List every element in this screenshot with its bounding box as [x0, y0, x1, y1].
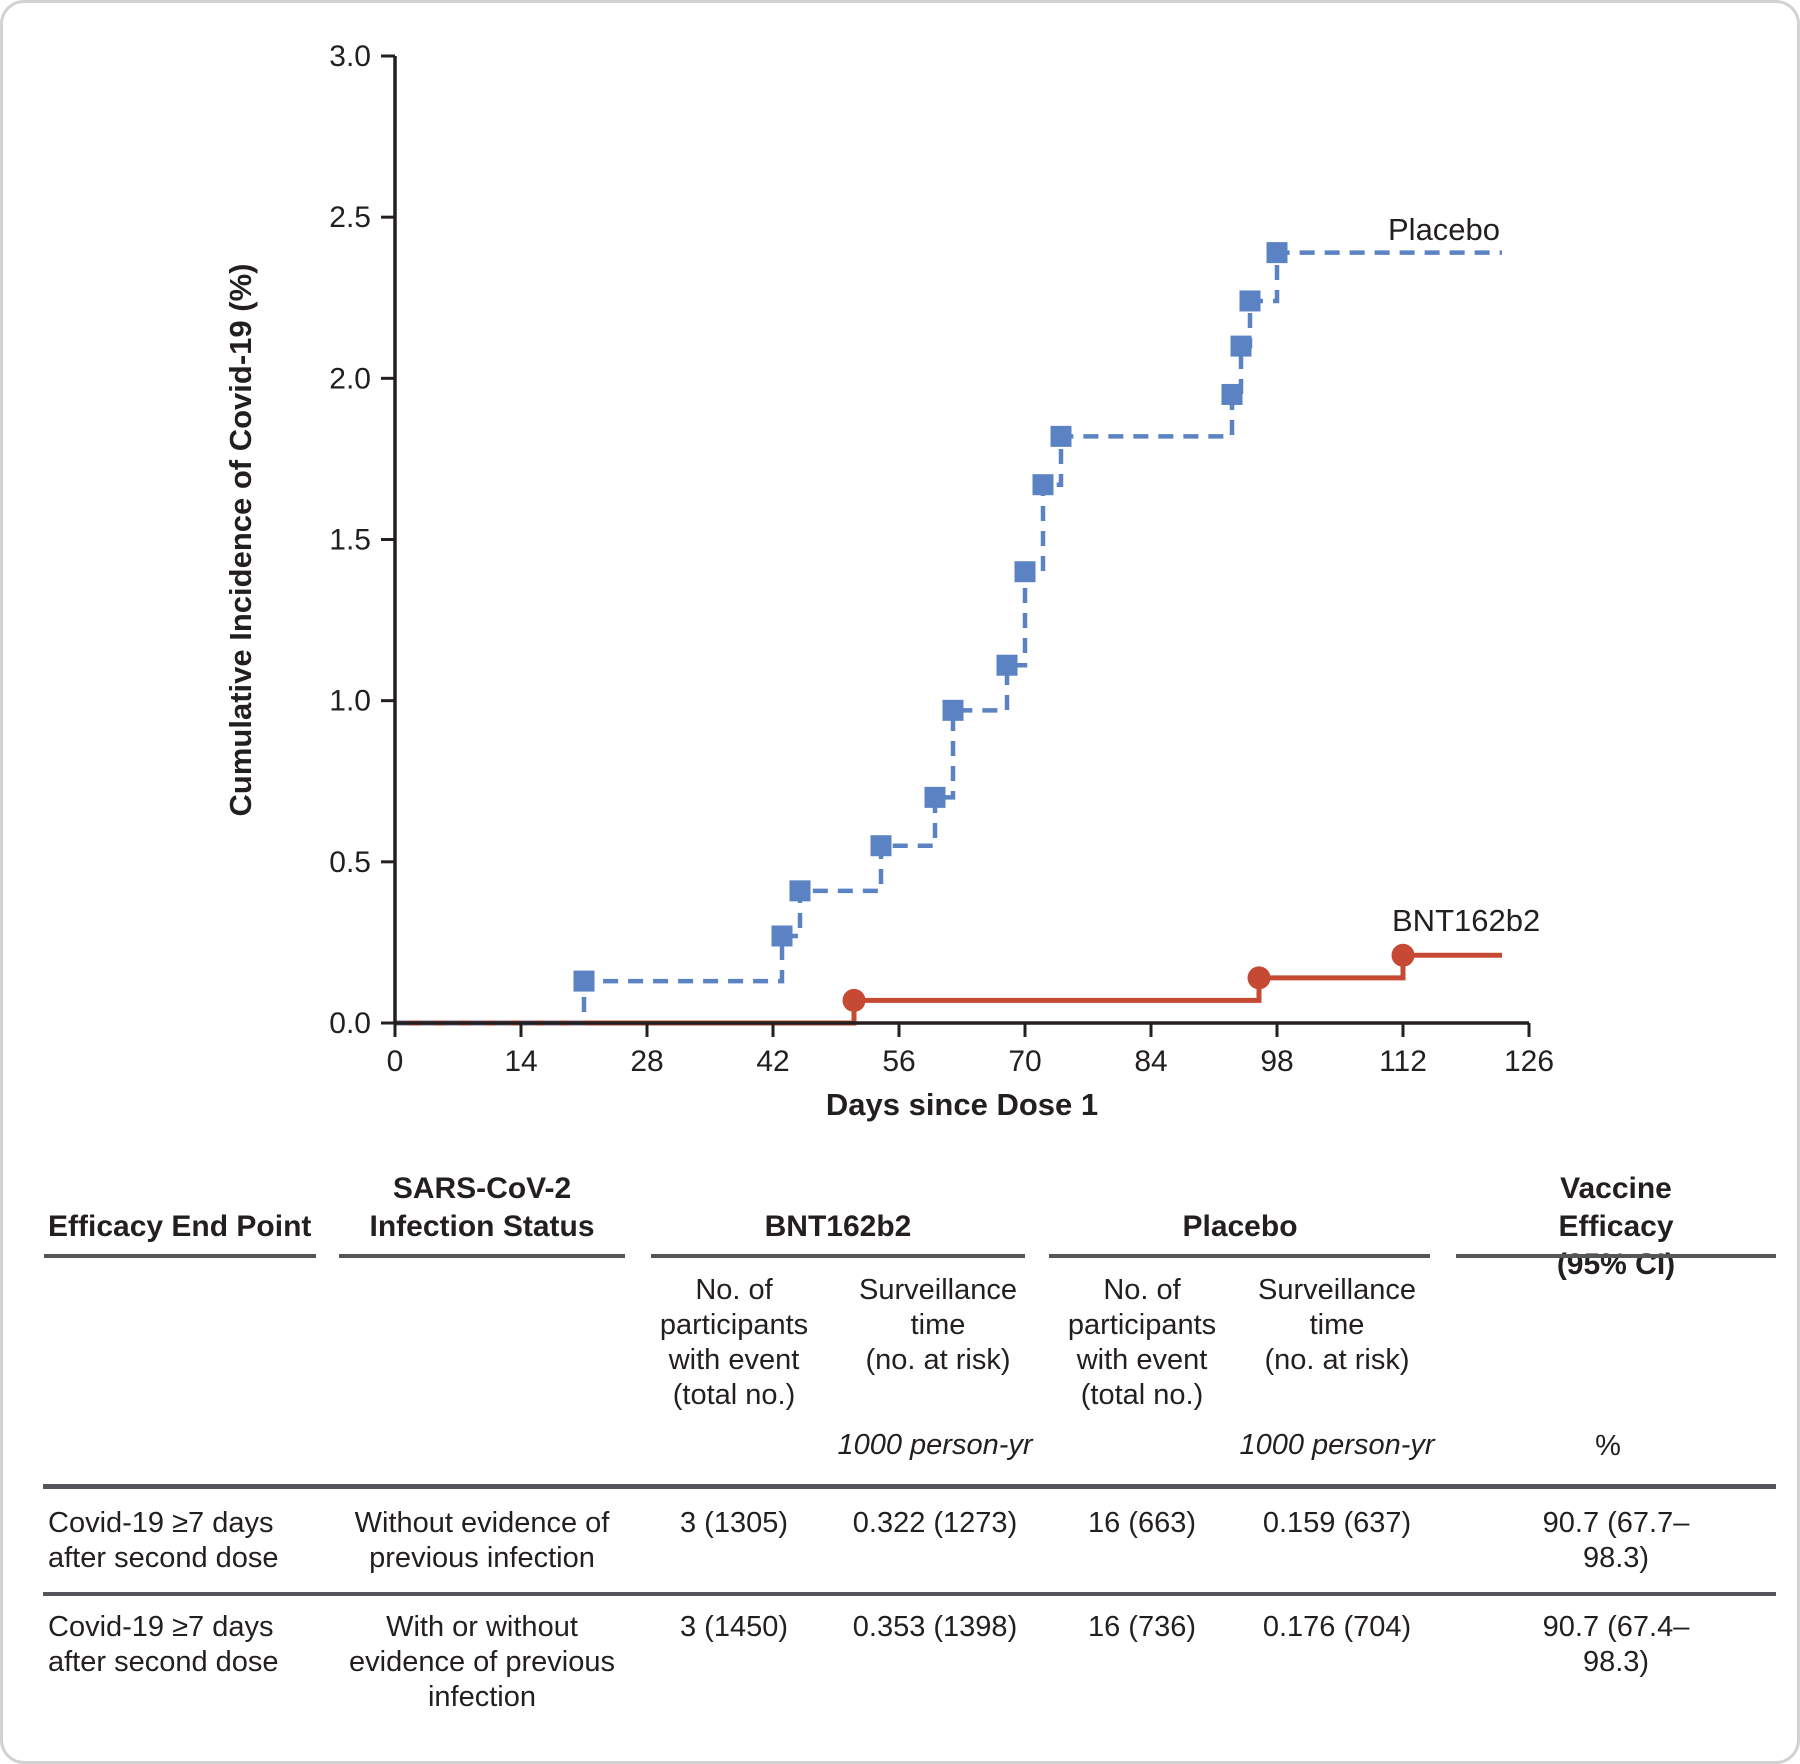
marker-square-placebo [573, 970, 595, 992]
subheader-placebo-surveillance: Surveillance time (no. at risk) [1258, 1274, 1416, 1376]
marker-square-placebo [789, 880, 811, 902]
unit-bnt-person-yr: 1000 person-yr [837, 1429, 1033, 1461]
row2-placebo-events: 16 (736) [1087, 1611, 1197, 1643]
x-tick-label: 14 [504, 1045, 537, 1078]
marker-square-placebo [1221, 383, 1243, 405]
row1-bnt-events: 3 (1305) [679, 1507, 789, 1539]
marker-square-placebo [1239, 290, 1261, 312]
marker-square-placebo [1230, 335, 1252, 357]
rule-above-rows [43, 1484, 1776, 1489]
x-tick-label: 28 [630, 1045, 663, 1078]
subheader-bnt-surveillance: Surveillance time (no. at risk) [859, 1274, 1017, 1376]
cumulative-incidence-chart: BNT162b2 Placebo 0.0 0.5 1.0 1.5 2.0 2.5 3.0 0 14 2… [223, 40, 1554, 1122]
y-tick-label: 2.5 [329, 201, 371, 234]
col-header-efficacy-end-point: Efficacy End Point [48, 1210, 312, 1243]
marker-square-placebo [1050, 425, 1072, 447]
rule-endpoint [44, 1254, 316, 1258]
marker-square-placebo [1032, 474, 1054, 496]
col-header-bnt162b2: BNT162b2 [764, 1210, 912, 1243]
subheader-placebo-participants: No. of participants with event (total no… [1067, 1274, 1217, 1411]
rule-ve [1456, 1254, 1776, 1258]
marker-square-placebo [771, 925, 793, 947]
series-line-placebo [395, 250, 1502, 1026]
row1-vaccine-efficacy: 90.7 (67.7–98.3) [1542, 1507, 1690, 1574]
rule-placebo [1049, 1254, 1430, 1258]
col-header-placebo: Placebo [1182, 1210, 1298, 1243]
x-tick-label: 0 [387, 1045, 404, 1078]
axes [393, 56, 1529, 1025]
row2-vaccine-efficacy: 90.7 (67.4–98.3) [1542, 1611, 1690, 1678]
col-header-vaccine-efficacy: Vaccine Efficacy (95% CI) [1556, 1172, 1676, 1281]
y-axis-title: Cumulative Incidence of Covid-19 (%) [223, 264, 258, 817]
rule-infection [339, 1254, 625, 1258]
marker-square-placebo [1266, 242, 1288, 264]
rule-between-rows [43, 1592, 1776, 1596]
row2-infection-status: With or without evidence of previous inf… [349, 1611, 615, 1713]
x-tick-label: 42 [756, 1045, 789, 1078]
x-tick-label: 84 [1134, 1045, 1167, 1078]
marker-square-placebo [924, 786, 946, 808]
y-tick-label: 1.0 [329, 685, 371, 718]
series-label-bnt162b2: BNT162b2 [1392, 903, 1540, 938]
y-tick-label: 0.5 [329, 846, 371, 879]
x-axis-title: Days since Dose 1 [826, 1087, 1098, 1122]
y-tick-label: 2.0 [329, 362, 371, 395]
marker-circle-bnt162b2 [842, 988, 866, 1012]
row2-placebo-surveillance: 0.176 (704) [1262, 1611, 1412, 1643]
marker-square-placebo [870, 835, 892, 857]
row2-bnt-events: 3 (1450) [679, 1611, 789, 1643]
series-label-placebo: Placebo [1388, 212, 1500, 247]
row2-bnt-surveillance: 0.353 (1398) [852, 1611, 1018, 1643]
unit-placebo-person-yr: 1000 person-yr [1239, 1429, 1435, 1461]
marker-square-placebo [942, 699, 964, 721]
row1-placebo-surveillance: 0.159 (637) [1262, 1507, 1412, 1539]
unit-percent: % [1595, 1430, 1621, 1462]
y-tick-label: 3.0 [329, 40, 371, 73]
series-line-bnt162b2 [395, 952, 1502, 1026]
x-tick-label: 70 [1008, 1045, 1041, 1078]
row2-endpoint: Covid-19 ≥7 days after second dose [48, 1611, 279, 1678]
row1-bnt-surveillance: 0.322 (1273) [852, 1507, 1018, 1539]
subheader-bnt-participants: No. of participants with event (total no… [659, 1274, 809, 1411]
row1-infection-status: Without evidence of previous infection [354, 1507, 610, 1574]
x-tick-label: 56 [882, 1045, 915, 1078]
x-tick-label: 112 [1379, 1045, 1427, 1078]
marker-square-placebo [996, 654, 1018, 676]
x-tick-label: 126 [1504, 1045, 1554, 1078]
marker-circle-bnt162b2 [1247, 966, 1271, 990]
rule-bnt [651, 1254, 1025, 1258]
col-header-infection-status: SARS-CoV-2 Infection Status [369, 1172, 595, 1243]
x-tick-label: 98 [1260, 1045, 1293, 1078]
y-tick-label: 0.0 [329, 1007, 371, 1040]
marker-square-placebo [1014, 561, 1036, 583]
y-tick-label: 1.5 [329, 524, 371, 557]
marker-circle-bnt162b2 [1391, 943, 1415, 967]
row1-endpoint: Covid-19 ≥7 days after second dose [48, 1507, 279, 1574]
row1-placebo-events: 16 (663) [1087, 1507, 1197, 1539]
